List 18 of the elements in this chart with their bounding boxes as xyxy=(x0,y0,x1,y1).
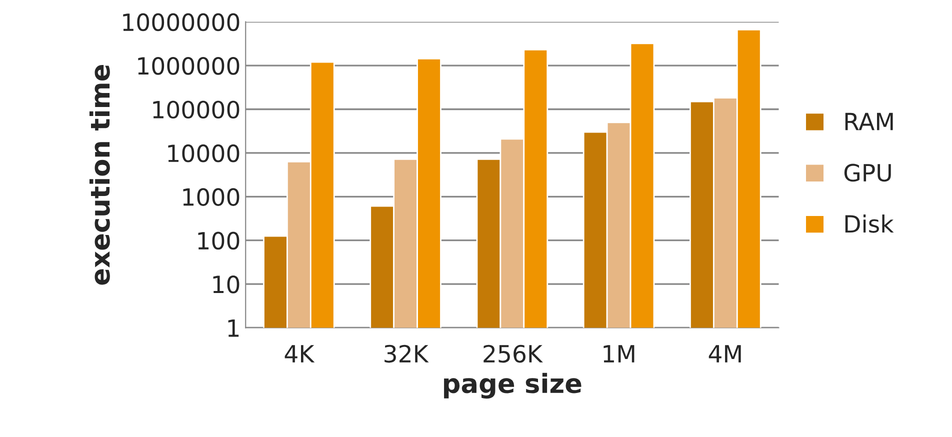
x-tick-label: 256K xyxy=(484,344,543,363)
x-tick-label: 1M xyxy=(604,345,634,362)
y-tick-label: 100000 xyxy=(153,100,240,119)
y-tick-label: 1000 xyxy=(183,188,240,206)
y-axis-title: execution time xyxy=(89,65,110,285)
legend-label: RAM xyxy=(845,112,893,130)
x-axis-title: page size xyxy=(444,372,582,399)
x-tick-label: 4M xyxy=(708,345,741,362)
y-tick-label: 10000000 xyxy=(123,13,240,32)
y-tick-label: 1000000 xyxy=(138,56,240,75)
legend-label: GPU xyxy=(844,164,891,182)
legend-label: Disk xyxy=(845,214,894,233)
y-tick-label: 100 xyxy=(198,232,240,250)
x-tick-label: 4K xyxy=(284,345,315,362)
y-tick-label: 1 xyxy=(228,320,239,337)
x-tick-label: 32K xyxy=(384,344,429,363)
y-tick-label: 10 xyxy=(213,275,240,294)
y-tick-label: 10000 xyxy=(168,144,240,162)
